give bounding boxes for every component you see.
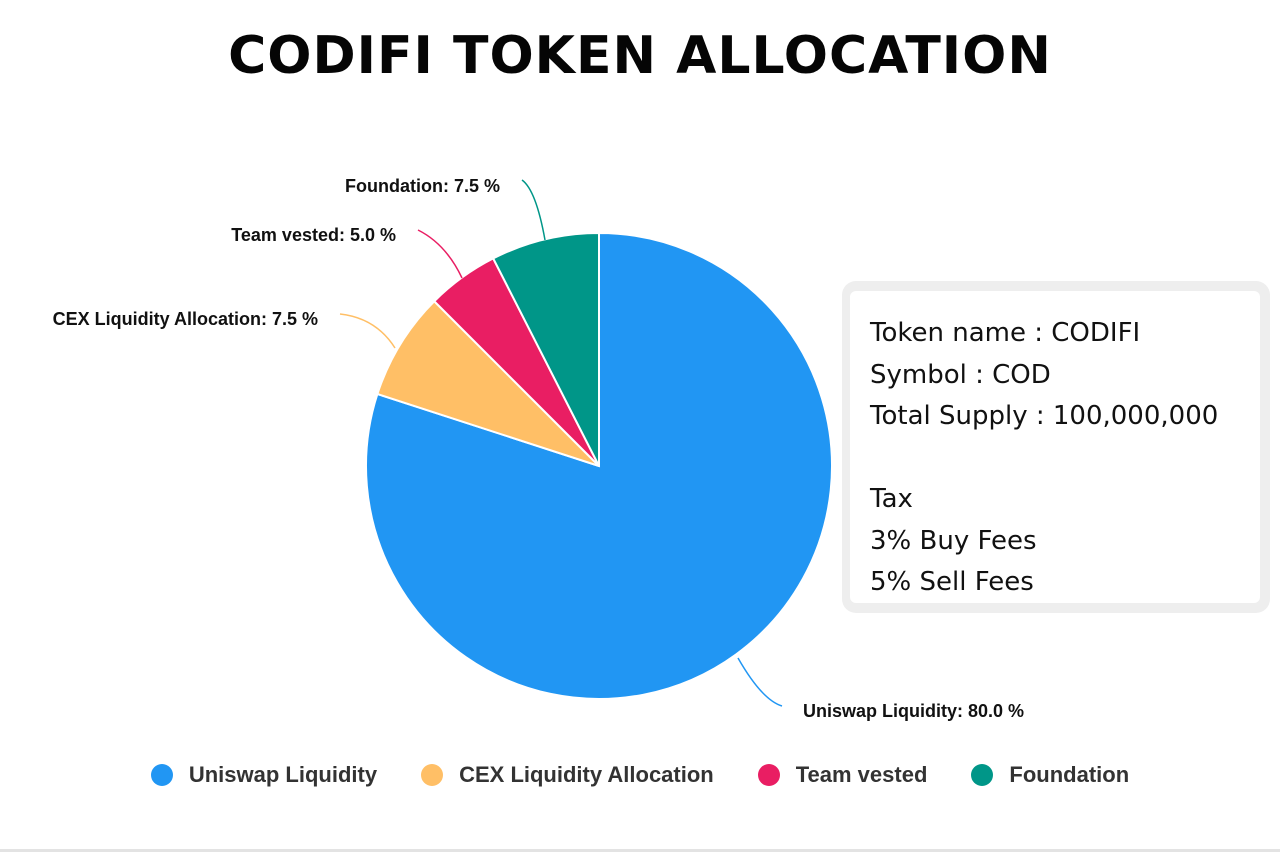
legend-item-team: Team vested (757, 762, 928, 788)
blank-line (870, 438, 1260, 480)
token-info-panel: Token name : CODIFI Symbol : COD Total S… (842, 281, 1270, 613)
legend-item-uniswap: Uniswap Liquidity (150, 762, 378, 788)
legend-dot-team (757, 764, 780, 786)
legend-dot-foundation (971, 764, 994, 786)
leader-line-foundation (521, 179, 546, 241)
leader-line-uniswap (737, 657, 783, 707)
pie-slice-cex (376, 299, 600, 467)
token-name-line: Token name : CODIFI (870, 318, 1141, 348)
sell-fee-line: 5% Sell Fees (870, 567, 1034, 597)
leader-line-team (417, 229, 463, 279)
buy-fee-line: 3% Buy Fees (870, 525, 1037, 556)
leader-line-cex (339, 313, 396, 349)
legend-item-cex: CEX Liquidity Allocation (421, 762, 714, 788)
token-info-card: Token name : CODIFI Symbol : COD Total S… (850, 291, 1260, 603)
slice-label-team: Team vested: 5.0 % (231, 225, 396, 245)
chart-title: CODIFI TOKEN ALLOCATION (228, 26, 1052, 86)
total-supply-line: Total Supply : 100,000,000 (870, 401, 1219, 431)
slice-label-cex: CEX Liquidity Allocation: 7.5 % (53, 309, 318, 329)
chart-legend: Uniswap Liquidity CEX Liquidity Allocati… (0, 762, 1280, 788)
tax-heading: Tax (870, 484, 913, 514)
bottom-divider (0, 849, 1280, 852)
legend-label-team: Team vested (795, 762, 928, 787)
slice-label-foundation: Foundation: 7.5 % (345, 176, 500, 196)
legend-label-foundation: Foundation (1009, 762, 1130, 787)
legend-dot-cex (421, 764, 444, 786)
slice-label-uniswap: Uniswap Liquidity: 80.0 % (803, 701, 1024, 721)
legend-label-cex: CEX Liquidity Allocation (459, 762, 714, 787)
legend-dot-uniswap (150, 764, 173, 786)
symbol-line: Symbol : COD (870, 359, 1051, 390)
legend-item-foundation: Foundation (971, 762, 1129, 788)
legend-label-uniswap: Uniswap Liquidity (188, 762, 378, 787)
